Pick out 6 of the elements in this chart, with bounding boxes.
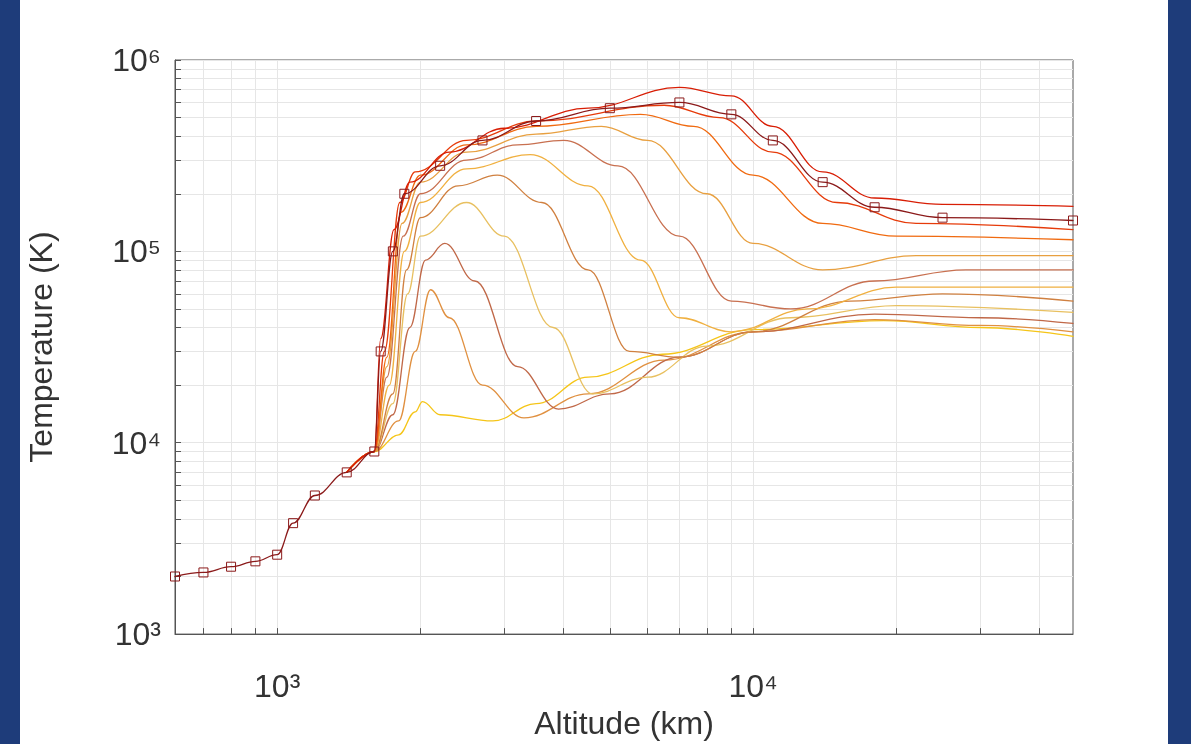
x-axis-title: Altitude (km) — [534, 705, 714, 741]
y-tick-label: 10⁵ — [112, 233, 161, 270]
y-axis-title: Temperature (K) — [23, 231, 59, 463]
y-tick-label: 10³ — [114, 616, 162, 653]
y-tick-label: 10⁴ — [111, 424, 161, 461]
y-tick-label: 10⁶ — [112, 42, 161, 78]
